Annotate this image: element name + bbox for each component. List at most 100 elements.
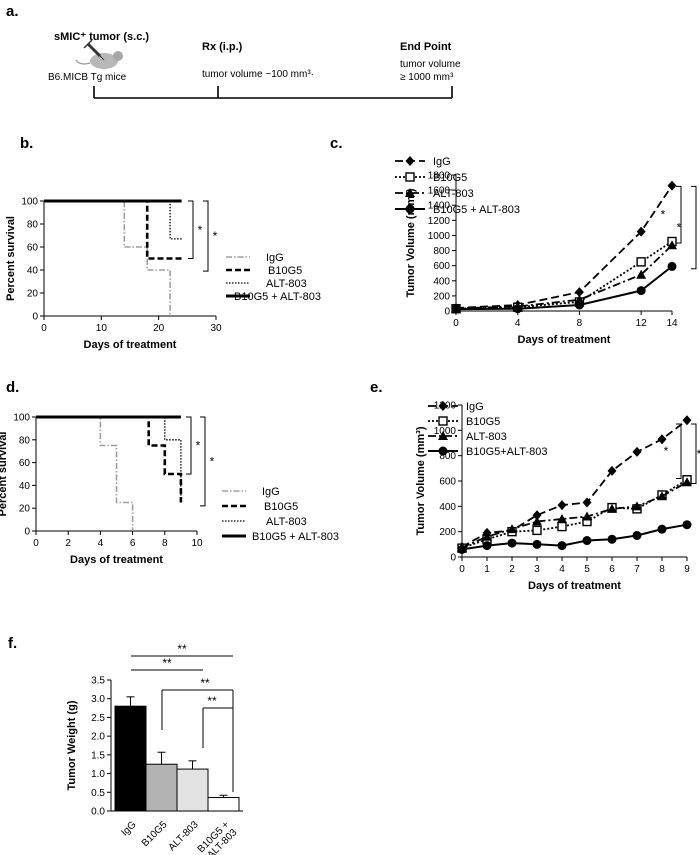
chart-c-y-tick-label: 1400	[428, 201, 451, 212]
chart-b-x-tick-label: 10	[96, 323, 108, 334]
chart-e-point-b10g5-alt-803	[557, 541, 567, 551]
chart-b-x-tick-label: 0	[41, 323, 47, 334]
chart-b-y-tick-label: 0	[32, 312, 38, 323]
chart-b-x-tick-label: 30	[210, 323, 222, 334]
chart-e-x-tick-label: 9	[684, 564, 690, 575]
chart-d-legend-label: IgG	[262, 486, 280, 498]
chart-e-point-alt-803	[682, 477, 692, 487]
chart-b-significance-bracket	[203, 200, 209, 272]
chart-c-x-tick-label: 4	[515, 318, 521, 329]
timeline-rx-label: Rx (i.p.)	[202, 41, 243, 53]
chart-e-significance-bracket	[676, 423, 682, 479]
chart-b-y-tick-label: 20	[27, 289, 39, 300]
chart-e-legend-marker	[438, 431, 448, 440]
chart-c-y-tick-label: 1000	[428, 231, 451, 242]
chart-c-point-igg	[667, 180, 677, 191]
chart-e-series-b10g5-alt-803	[461, 523, 688, 551]
chart-f-significance-label: **	[207, 694, 217, 708]
chart-f-category-line: B10G5	[140, 819, 170, 849]
chart-f-y-tick-label: 3.5	[91, 676, 105, 687]
chart-e-series-igg	[461, 419, 688, 548]
chart-b-series-alt-803	[44, 200, 182, 240]
chart-c-point-alt-803	[667, 240, 677, 250]
chart-d-series-alt-803	[36, 416, 182, 503]
chart-e-point-alt-803	[607, 503, 617, 513]
chart-b-y-tick-label: 80	[27, 220, 39, 231]
chart-b-x-tick-label: 20	[153, 323, 165, 334]
chart-d-significance-bracket	[200, 416, 206, 507]
chart-c-x-tick-label: 14	[666, 318, 678, 329]
chart-d-x-tick-label: 10	[191, 538, 203, 549]
chart-f-significance-label: **	[177, 642, 187, 656]
chart-e-point-b10g5-alt-803	[582, 536, 592, 546]
chart-c-x-tick-label: 8	[577, 318, 583, 329]
chart-b-significance-label: *	[213, 229, 218, 243]
syringe-icon	[83, 39, 105, 61]
chart-e-point-alt-803	[557, 514, 567, 523]
chart-b-y-tick-label: 40	[27, 266, 39, 277]
chart-e-point-b10g5-alt-803	[482, 541, 492, 551]
panel-f-label: f.	[8, 635, 17, 652]
chart-e-x-tick-label: 7	[634, 564, 640, 575]
chart-c-point-b10g5-alt-803	[667, 261, 677, 271]
chart-d-y-tick-label: 40	[19, 481, 31, 492]
chart-c-y-tick-label: 600	[433, 261, 450, 272]
chart-e-point-igg	[582, 497, 592, 508]
chart-c-legend-marker	[405, 156, 415, 166]
chart-e-legend-marker	[438, 446, 448, 456]
chart-e-point-alt-803	[582, 511, 592, 521]
chart-b-significance-bracket	[188, 200, 194, 259]
chart-b-y-axis-title: Percent survival	[5, 216, 17, 301]
chart-f-bar-3	[207, 797, 240, 812]
chart-c-significance-bracket	[691, 185, 697, 270]
chart-b-legend-label: ALT-803	[266, 278, 307, 290]
chart-e-series-b10g5	[461, 478, 688, 549]
chart-e-x-tick-label: 8	[659, 564, 665, 575]
chart-c-point-igg	[574, 287, 584, 298]
chart-e-point-b10g5	[557, 521, 567, 532]
chart-e-legend-label: B10G5	[466, 416, 500, 428]
chart-c-y-axis-title: Tumor Volume (mm³)	[405, 188, 417, 297]
chart-e-y-tick-label: 200	[439, 527, 456, 538]
chart-d-y-tick-label: 80	[19, 435, 31, 446]
chart-c: 0 4 8 12 14 0 200 400 600 800 1000 1200 1400 1600 1800…	[395, 156, 697, 346]
chart-b-legend-label: B10G5	[268, 265, 302, 277]
timeline-mice-label: B6.MICB Tg mice	[48, 72, 127, 83]
chart-e-y-tick-label: 0	[450, 553, 456, 564]
chart-f-y-tick-label: 2.0	[91, 732, 105, 743]
chart-e-point-b10g5-alt-803	[532, 539, 542, 549]
chart-c-y-tick-label: 0	[444, 307, 450, 318]
chart-e-x-tick-label: 0	[459, 564, 465, 575]
chart-e-point-alt-803	[507, 524, 517, 534]
chart-f-bar-1	[145, 763, 178, 812]
chart-e-point-igg	[632, 446, 642, 457]
chart-c-y-tick-label: 800	[433, 246, 450, 257]
chart-e-point-igg	[607, 465, 617, 476]
chart-c-x-tick-label: 0	[453, 318, 459, 329]
chart-e-y-tick-label: 1000	[434, 426, 457, 437]
chart-d-legend-label: B10G5	[264, 501, 298, 513]
chart-e-significance-label: *	[697, 447, 700, 461]
chart-f-category-label: B10G5 +ALT-803	[196, 819, 240, 855]
panel-c-label: c.	[330, 135, 343, 152]
chart-c-legend-marker	[405, 172, 415, 182]
chart-d-y-tick-label: 60	[19, 458, 31, 469]
chart-c-y-tick-label: 400	[433, 276, 450, 287]
chart-c-point-b10g5-alt-803	[636, 286, 646, 296]
chart-e-point-igg	[657, 434, 667, 445]
chart-f-significance-label: **	[200, 676, 210, 690]
chart-e-series-alt-803	[461, 481, 688, 549]
chart-c-legend-label: B10G5	[433, 172, 467, 184]
chart-f-y-tick-label: 2.5	[91, 713, 105, 724]
chart-b-y-tick-label: 60	[27, 243, 39, 254]
chart-d-x-tick-label: 4	[98, 538, 104, 549]
chart-f-y-tick-label: 3.0	[91, 694, 105, 705]
chart-d-y-tick-label: 20	[19, 504, 31, 515]
chart-c-legend-label: B10G5 + ALT-803	[433, 204, 520, 216]
chart-c-point-b10g5-alt-803	[451, 304, 461, 314]
chart-e-x-tick-label: 2	[509, 564, 515, 575]
chart-e-point-alt-803	[532, 516, 542, 526]
chart-b-legend-label: IgG	[266, 252, 284, 264]
